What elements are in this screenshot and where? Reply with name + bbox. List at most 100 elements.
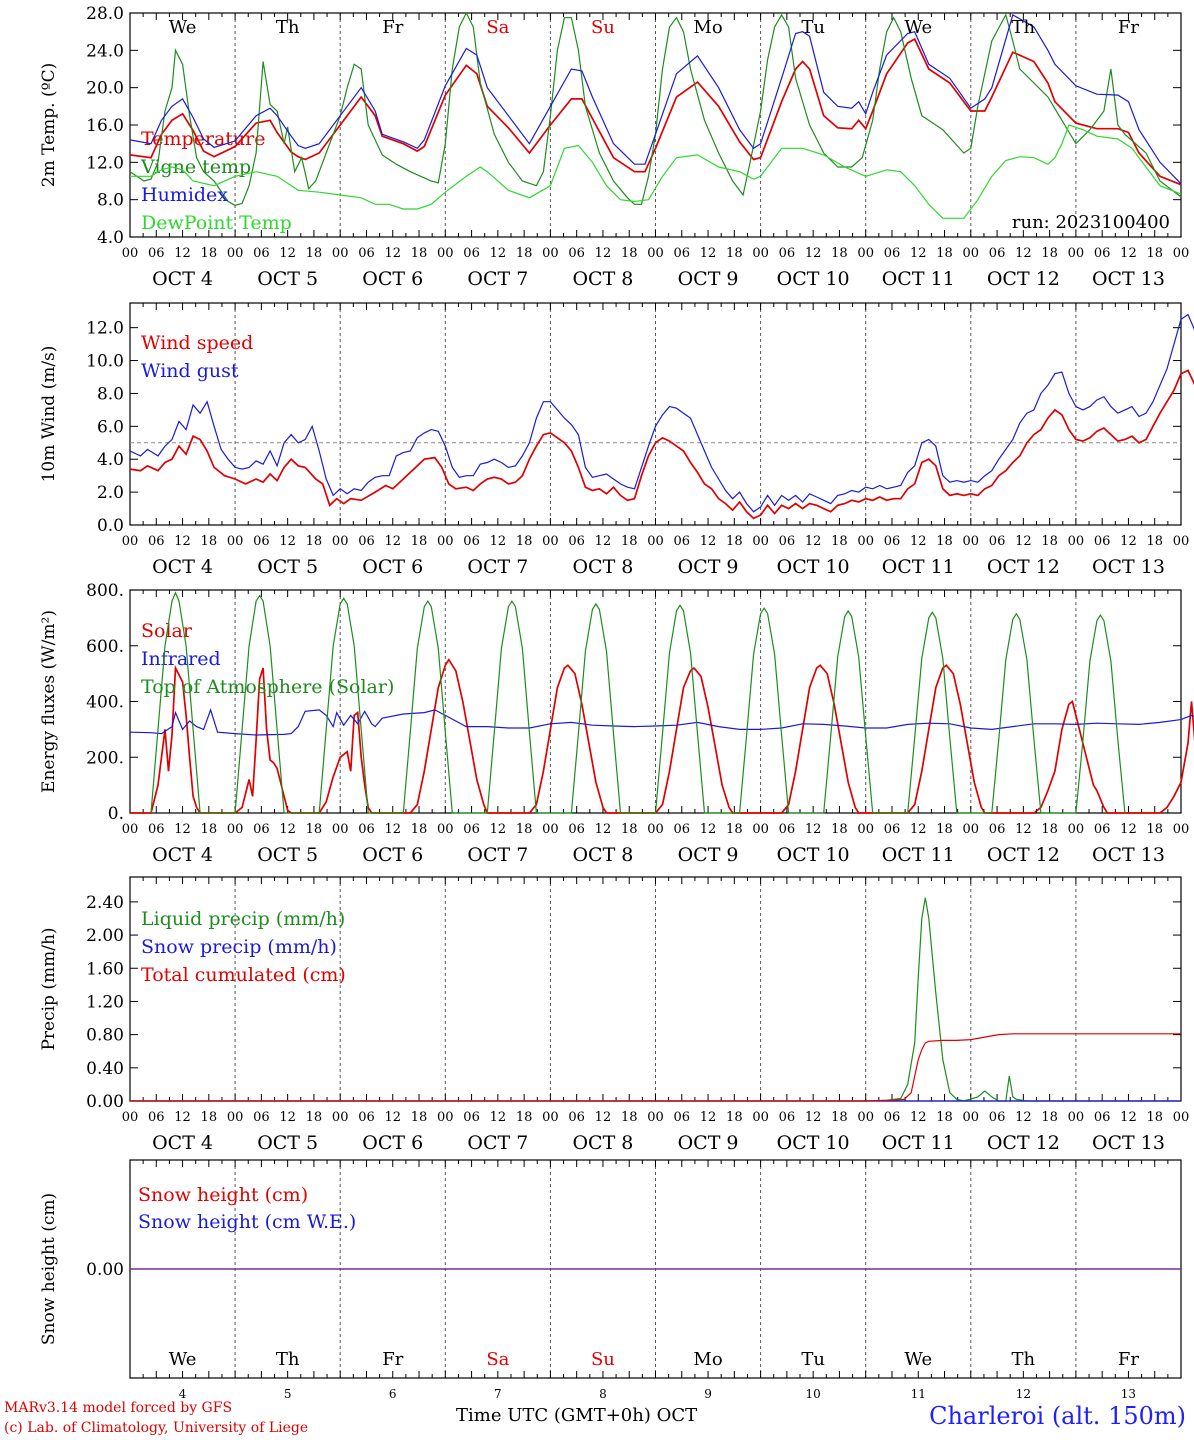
- x-hour-label: 18: [411, 1110, 428, 1125]
- x-hour-label: 06: [358, 534, 375, 549]
- legend-entry: Wind gust: [141, 360, 239, 382]
- x-date-label: OCT 7: [467, 844, 528, 866]
- x-date-label: OCT 8: [572, 268, 633, 290]
- y-tick-label: 0.0: [97, 516, 124, 536]
- x-hour-label: 00: [332, 534, 349, 549]
- x-hour-label: 06: [463, 246, 480, 261]
- y-axis-label: Energy fluxes (W/m²): [39, 610, 59, 793]
- weekday-label-bottom: Mo: [693, 1349, 722, 1370]
- x-hour-label: 06: [148, 246, 165, 261]
- x-hour-label: 18: [201, 1110, 218, 1125]
- x-hour-label: 12: [490, 1110, 507, 1125]
- x-hour-label: 18: [831, 534, 848, 549]
- x-hour-label: 18: [831, 1110, 848, 1125]
- series-line-0: [129, 37, 1182, 186]
- x-hour-label: 18: [726, 822, 743, 837]
- plot-frame: [129, 12, 1182, 238]
- weekday-label-bottom: Th: [276, 1349, 300, 1370]
- x-hour-label: 12: [910, 822, 927, 837]
- x-hour-label: 00: [227, 246, 244, 261]
- x-hour-label: 00: [752, 822, 769, 837]
- y-axis-label: 10m Wind (m/s): [39, 346, 59, 483]
- x-hour-label: 06: [779, 246, 796, 261]
- x-hour-label: 00: [647, 246, 664, 261]
- x-hour-label: 18: [1146, 534, 1163, 549]
- x-date-label: OCT 7: [467, 556, 528, 578]
- x-hour-label: 12: [490, 822, 507, 837]
- series-line-1: [129, 313, 1194, 513]
- x-hour-label: 00: [752, 534, 769, 549]
- x-hour-label: 06: [1094, 246, 1111, 261]
- x-hour-label: 06: [568, 246, 585, 261]
- y-tick-label: 1.20: [86, 992, 124, 1012]
- legend-entry: Snow height (cm W.E.): [138, 1211, 356, 1233]
- y-tick-label: 2.00: [86, 926, 124, 946]
- x-hour-label: 12: [279, 534, 296, 549]
- x-date-label: OCT 12: [987, 268, 1060, 290]
- y-axis-label: Precip (mm/h): [39, 927, 59, 1050]
- x-hour-label: 12: [595, 534, 612, 549]
- x-hour-label: 00: [1068, 822, 1085, 837]
- x-hour-label: 12: [174, 534, 191, 549]
- x-hour-label: 00: [752, 246, 769, 261]
- x-hour-label: 06: [463, 822, 480, 837]
- x-hour-label: 00: [332, 822, 349, 837]
- y-tick-label: 1.60: [86, 959, 124, 979]
- x-hour-label: 06: [253, 1110, 270, 1125]
- lab-credit: (c) Lab. of Climatology, University of L…: [4, 1420, 309, 1436]
- x-date-label: OCT 8: [572, 844, 633, 866]
- y-tick-label: 2.40: [86, 893, 124, 913]
- weekday-label-top: We: [169, 17, 197, 38]
- x-date-label: OCT 7: [467, 1132, 528, 1154]
- x-hour-label: 18: [411, 534, 428, 549]
- x-hour-label: 12: [1015, 246, 1032, 261]
- legend-entry: Top of Atmosphere (Solar): [141, 676, 394, 698]
- x-hour-label: 00: [963, 534, 980, 549]
- x-hour-label: 18: [411, 822, 428, 837]
- x-hour-label: 12: [1120, 822, 1137, 837]
- x-hour-label: 06: [674, 822, 691, 837]
- x-hour-label: 18: [516, 822, 533, 837]
- x-hour-label: 00: [857, 822, 874, 837]
- y-tick-label: 200.: [86, 748, 124, 768]
- x-date-label: OCT 5: [257, 268, 318, 290]
- x-hour-label: 18: [306, 822, 323, 837]
- series-line-0: [130, 897, 1181, 1102]
- x-hour-label: 12: [910, 534, 927, 549]
- series-line-0: [130, 658, 1194, 814]
- x-hour-label: 12: [174, 822, 191, 837]
- day-number-label: 10: [806, 1387, 821, 1401]
- legend-entry: Liquid precip (mm/h): [141, 908, 345, 930]
- x-hour-label: 18: [1146, 1110, 1163, 1125]
- x-hour-label: 12: [595, 246, 612, 261]
- x-hour-label: 12: [700, 246, 717, 261]
- weekday-label-bottom: Fr: [1118, 1349, 1139, 1370]
- x-hour-label: 18: [726, 534, 743, 549]
- weekday-label-bottom: Tu: [801, 1349, 825, 1370]
- y-tick-label: 8.0: [97, 191, 124, 211]
- x-hour-label: 00: [857, 246, 874, 261]
- x-hour-label: 12: [279, 246, 296, 261]
- day-number-label: 4: [179, 1387, 187, 1401]
- legend-entry: Snow precip (mm/h): [141, 936, 337, 958]
- series-line-1: [129, 708, 1194, 736]
- x-hour-label: 12: [384, 534, 401, 549]
- x-hour-label: 12: [700, 534, 717, 549]
- weekday-label-top: Tu: [801, 17, 825, 38]
- y-tick-label: 2.0: [97, 483, 124, 503]
- x-hour-label: 00: [857, 1110, 874, 1125]
- x-date-label: OCT 9: [678, 844, 739, 866]
- x-hour-label: 18: [621, 246, 638, 261]
- x-hour-label: 18: [831, 246, 848, 261]
- x-hour-label: 12: [700, 822, 717, 837]
- x-hour-label: 00: [227, 534, 244, 549]
- x-hour-label: 12: [805, 534, 822, 549]
- x-axis-title-text: Time UTC (GMT+0h): [456, 1405, 651, 1426]
- x-date-label: OCT 10: [777, 556, 850, 578]
- x-hour-label: 06: [1094, 1110, 1111, 1125]
- x-hour-label: 00: [1068, 1110, 1085, 1125]
- x-date-label: OCT 9: [678, 556, 739, 578]
- x-date-label: OCT 6: [362, 1132, 423, 1154]
- x-hour-label: 18: [411, 246, 428, 261]
